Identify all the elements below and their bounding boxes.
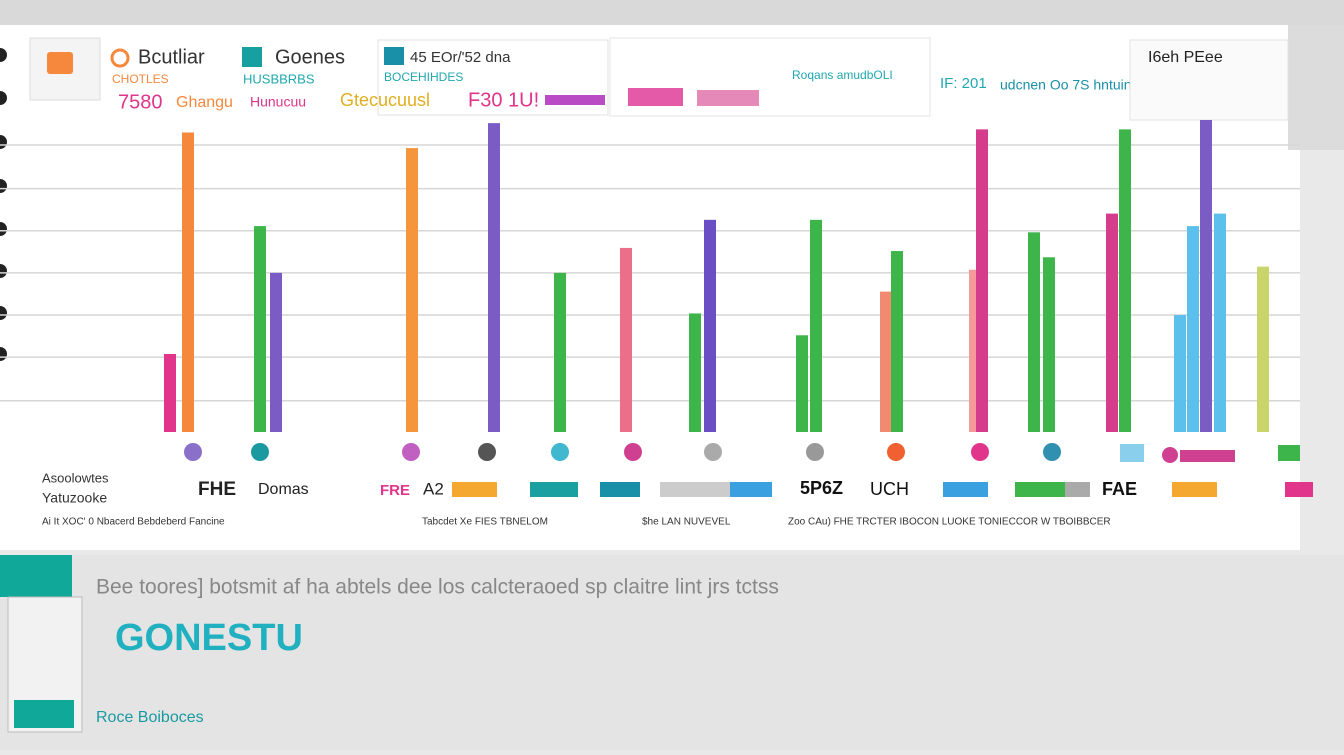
left-dots	[0, 48, 7, 361]
bar	[164, 354, 176, 432]
bar	[1106, 213, 1118, 432]
bar	[182, 132, 194, 433]
bar	[880, 291, 892, 432]
bar	[254, 226, 266, 432]
bar	[554, 272, 566, 432]
side-strip	[1288, 25, 1344, 150]
footer-caption: Bee toores] botsmit af ha abtels dee los…	[96, 576, 779, 599]
header-text: Hunucuu	[250, 94, 306, 110]
bar	[891, 251, 903, 432]
legend-row: Asoolowtes	[42, 470, 109, 485]
footer-tab	[0, 555, 72, 597]
legend-item[interactable]: Domas	[258, 481, 309, 498]
tab-icon	[242, 47, 262, 67]
header-bar	[697, 90, 759, 106]
button-label[interactable]: I6eh PEee	[1148, 49, 1223, 66]
tab-icon	[384, 47, 404, 65]
bar	[488, 123, 500, 433]
legend-item[interactable]: FAE	[1102, 479, 1137, 499]
tab-box	[377, 39, 609, 116]
bar	[704, 219, 716, 432]
tab-icon	[47, 52, 73, 74]
bar	[1200, 120, 1212, 432]
header-text: Ghangu	[176, 94, 233, 111]
legend-item[interactable]: UCH	[870, 479, 909, 499]
panel-box	[609, 37, 931, 117]
bar	[976, 129, 988, 433]
bar-chart	[0, 120, 1300, 433]
footer-link[interactable]: Roce Boiboces	[96, 709, 204, 726]
bar	[270, 272, 282, 432]
bar	[1043, 257, 1055, 432]
legend-note: Zoo CAu) FHE TRCTER IBOCON LUOKE TONIECC…	[788, 517, 1111, 528]
header-text: Roqans amudbOLI	[792, 68, 893, 82]
legend-note: $he LAN NUVEVEL	[642, 517, 731, 528]
bar	[1119, 129, 1131, 433]
tab-subtitle: CHOTLES	[112, 72, 169, 86]
header-text: F30 1U!	[468, 89, 539, 111]
header-bar	[628, 88, 683, 106]
legend-swatches	[452, 482, 1313, 497]
legend-item[interactable]: FHE	[198, 479, 236, 500]
bar	[620, 247, 632, 432]
tab-icon	[110, 48, 130, 68]
bar	[406, 148, 418, 432]
tab-title[interactable]: Bcutliar	[138, 46, 205, 68]
tab-title[interactable]: Goenes	[275, 46, 345, 68]
bar	[810, 219, 822, 432]
bar	[689, 313, 701, 432]
legend-icons	[184, 443, 1300, 463]
bar	[1174, 315, 1186, 432]
bar	[796, 335, 808, 432]
header-bar	[545, 95, 605, 105]
legend-row: Yatuzooke	[42, 490, 107, 506]
legend-item[interactable]: 5P6Z	[800, 478, 843, 498]
footer-logo: GONESTU	[115, 617, 303, 659]
legend-item[interactable]: A2	[423, 479, 444, 498]
panel	[0, 25, 1300, 550]
tab-subtitle: BOCEHIHDES	[384, 70, 463, 84]
bar	[1214, 213, 1226, 432]
legend-item[interactable]: FRE	[380, 482, 410, 499]
bar	[1187, 226, 1199, 432]
header-value: 7580	[118, 91, 163, 113]
top-strip	[0, 0, 1344, 25]
footer	[0, 555, 1344, 750]
tab-subtitle: HUSBBRBS	[243, 71, 315, 86]
header-text: IF: 201	[940, 75, 987, 92]
header-text: Gtecucuusl	[340, 90, 430, 110]
legend-note: Tabcdet Xe FIES TBNELOM	[422, 517, 548, 528]
footer-card-bar	[14, 700, 74, 728]
bar	[1257, 266, 1269, 432]
bar	[1028, 232, 1040, 432]
legend-note: Ai It XOC' 0 Nbacerd Bebdeberd Fancine	[42, 517, 225, 528]
tab-title[interactable]: 45 EOr/'52 dna	[410, 49, 511, 66]
